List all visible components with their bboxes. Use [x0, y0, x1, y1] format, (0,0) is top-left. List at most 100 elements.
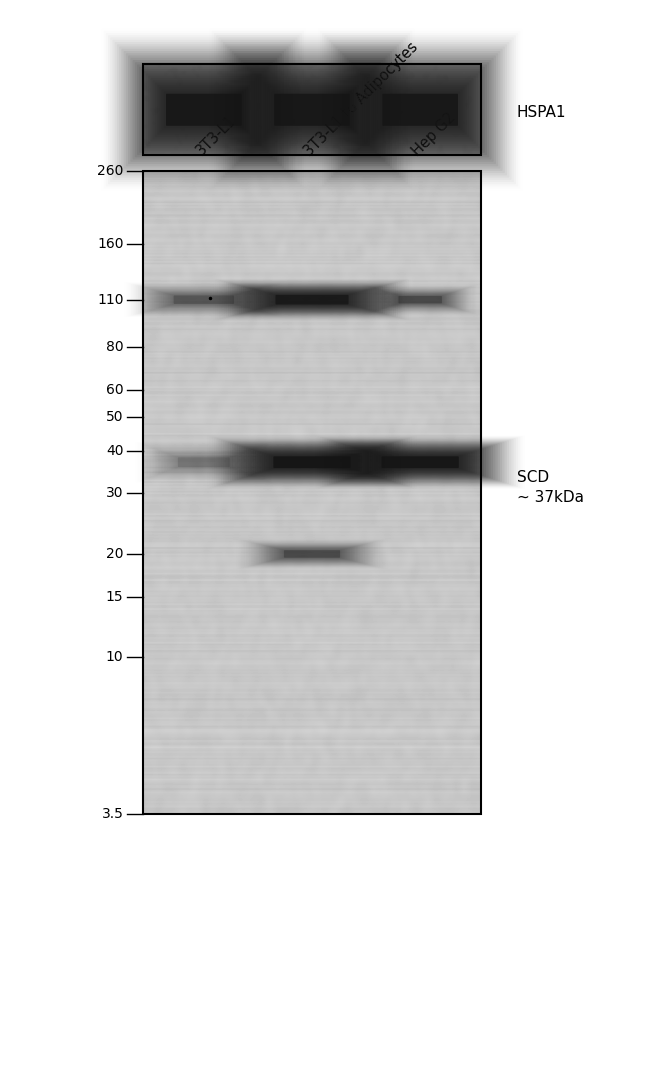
Bar [143, 171, 481, 814]
FancyBboxPatch shape [273, 456, 351, 468]
FancyBboxPatch shape [139, 66, 268, 153]
FancyBboxPatch shape [232, 443, 392, 481]
FancyBboxPatch shape [361, 450, 479, 474]
FancyBboxPatch shape [133, 60, 275, 160]
FancyBboxPatch shape [237, 285, 387, 315]
FancyBboxPatch shape [365, 76, 476, 144]
FancyBboxPatch shape [243, 62, 381, 157]
Text: SCD
~ 37kDa: SCD ~ 37kDa [517, 470, 584, 504]
FancyBboxPatch shape [142, 69, 266, 151]
Text: 3T3-L1 to Adipocytes: 3T3-L1 to Adipocytes [302, 39, 421, 159]
FancyBboxPatch shape [263, 291, 361, 307]
FancyBboxPatch shape [359, 449, 482, 476]
Text: 20: 20 [106, 547, 124, 561]
FancyBboxPatch shape [126, 54, 282, 166]
FancyBboxPatch shape [336, 442, 504, 483]
FancyBboxPatch shape [135, 62, 273, 157]
FancyBboxPatch shape [276, 295, 348, 304]
FancyBboxPatch shape [274, 93, 350, 126]
FancyBboxPatch shape [360, 71, 480, 149]
FancyBboxPatch shape [244, 447, 380, 478]
FancyBboxPatch shape [378, 89, 462, 131]
FancyBboxPatch shape [261, 291, 363, 308]
FancyBboxPatch shape [124, 51, 284, 168]
FancyBboxPatch shape [354, 64, 487, 155]
FancyBboxPatch shape [266, 454, 358, 470]
FancyBboxPatch shape [370, 453, 470, 471]
Text: 3T3-L1: 3T3-L1 [193, 112, 239, 159]
FancyBboxPatch shape [166, 93, 242, 126]
FancyBboxPatch shape [178, 457, 230, 467]
FancyBboxPatch shape [268, 455, 356, 469]
FancyBboxPatch shape [250, 449, 374, 476]
FancyBboxPatch shape [344, 56, 496, 164]
FancyBboxPatch shape [268, 87, 356, 133]
FancyBboxPatch shape [130, 58, 278, 162]
FancyBboxPatch shape [235, 444, 389, 481]
FancyBboxPatch shape [363, 451, 477, 473]
FancyBboxPatch shape [252, 289, 372, 311]
FancyBboxPatch shape [164, 91, 244, 129]
FancyBboxPatch shape [174, 296, 234, 304]
FancyBboxPatch shape [159, 87, 248, 133]
FancyBboxPatch shape [252, 71, 372, 149]
FancyBboxPatch shape [338, 442, 502, 482]
FancyBboxPatch shape [346, 58, 494, 162]
FancyBboxPatch shape [243, 286, 381, 313]
FancyBboxPatch shape [237, 444, 387, 480]
Bar [143, 64, 481, 155]
FancyBboxPatch shape [230, 442, 394, 482]
FancyBboxPatch shape [382, 456, 459, 468]
Text: 260: 260 [97, 164, 124, 179]
FancyBboxPatch shape [352, 447, 489, 478]
FancyBboxPatch shape [235, 284, 389, 315]
FancyBboxPatch shape [368, 452, 473, 472]
FancyBboxPatch shape [137, 64, 270, 155]
FancyBboxPatch shape [146, 74, 262, 146]
FancyBboxPatch shape [239, 285, 385, 314]
FancyBboxPatch shape [122, 49, 286, 170]
FancyBboxPatch shape [241, 447, 383, 479]
FancyBboxPatch shape [354, 448, 486, 477]
FancyBboxPatch shape [377, 455, 463, 469]
FancyBboxPatch shape [258, 290, 366, 310]
FancyBboxPatch shape [376, 87, 465, 133]
FancyBboxPatch shape [250, 288, 374, 312]
FancyBboxPatch shape [264, 453, 360, 471]
FancyBboxPatch shape [347, 446, 493, 479]
FancyBboxPatch shape [351, 62, 489, 157]
FancyBboxPatch shape [374, 454, 465, 470]
FancyBboxPatch shape [350, 447, 491, 479]
FancyBboxPatch shape [380, 91, 460, 129]
FancyBboxPatch shape [227, 442, 396, 483]
FancyBboxPatch shape [162, 89, 246, 131]
FancyBboxPatch shape [245, 287, 379, 313]
FancyBboxPatch shape [257, 451, 367, 473]
Text: 40: 40 [106, 443, 124, 457]
FancyBboxPatch shape [259, 452, 365, 472]
FancyBboxPatch shape [255, 451, 369, 473]
FancyBboxPatch shape [398, 296, 442, 303]
FancyBboxPatch shape [372, 453, 468, 471]
FancyBboxPatch shape [341, 443, 500, 481]
FancyBboxPatch shape [253, 450, 371, 474]
FancyBboxPatch shape [259, 78, 365, 141]
FancyBboxPatch shape [265, 292, 359, 307]
Text: 60: 60 [106, 383, 124, 397]
FancyBboxPatch shape [232, 51, 392, 168]
FancyBboxPatch shape [349, 60, 491, 160]
FancyBboxPatch shape [382, 93, 458, 126]
FancyBboxPatch shape [153, 80, 255, 139]
FancyBboxPatch shape [226, 441, 398, 483]
FancyBboxPatch shape [362, 74, 478, 146]
FancyBboxPatch shape [284, 550, 340, 558]
FancyBboxPatch shape [379, 455, 461, 469]
FancyBboxPatch shape [342, 54, 498, 166]
FancyBboxPatch shape [254, 74, 370, 146]
FancyBboxPatch shape [371, 82, 469, 137]
FancyBboxPatch shape [343, 444, 498, 481]
FancyBboxPatch shape [246, 448, 378, 477]
FancyBboxPatch shape [229, 49, 395, 170]
FancyBboxPatch shape [340, 51, 500, 168]
FancyBboxPatch shape [269, 293, 355, 306]
